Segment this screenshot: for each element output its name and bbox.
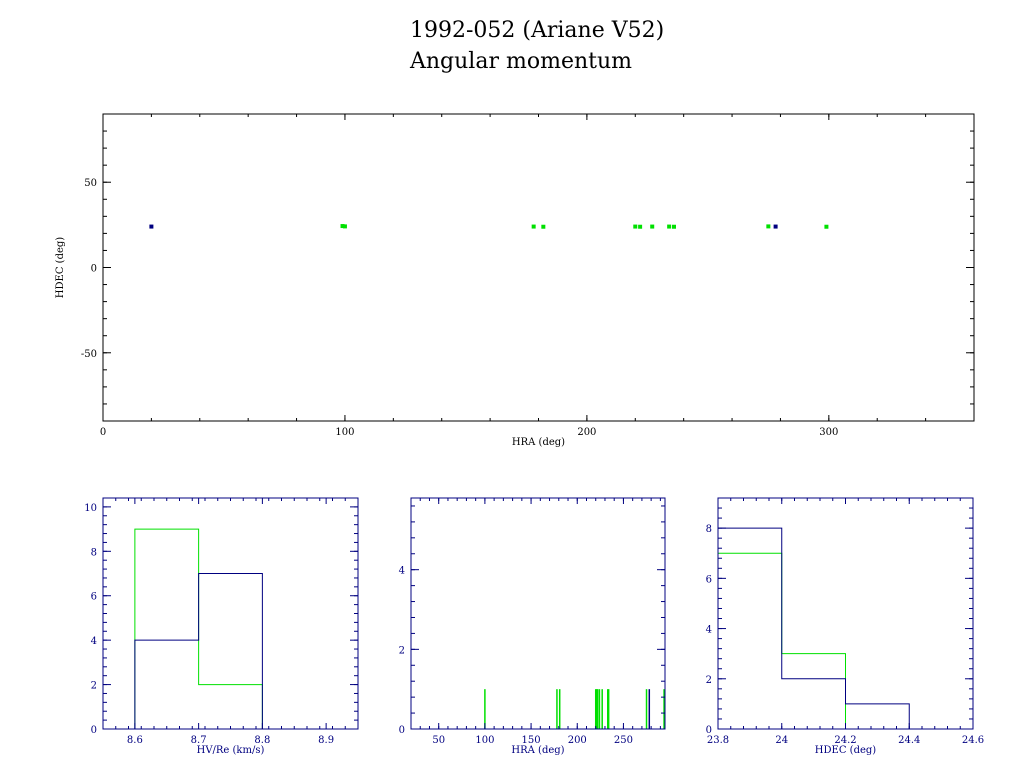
y-tick-label: 8 bbox=[91, 547, 97, 558]
histogram-hra: 50 100 150 200 250 0 2 4 HRA (deg) bbox=[399, 497, 666, 756]
y-tick-label: 6 bbox=[706, 574, 712, 585]
y-tick-label: -50 bbox=[81, 349, 97, 360]
data-point bbox=[633, 224, 638, 229]
x-tick-label: 250 bbox=[614, 735, 633, 746]
x-axis-title: HDEC (deg) bbox=[815, 745, 876, 756]
histogram-bars bbox=[717, 527, 910, 729]
x-axis-title: HRA (deg) bbox=[511, 745, 564, 756]
x-tick-label: 8.6 bbox=[127, 735, 143, 746]
x-tick-label: 0 bbox=[100, 427, 106, 438]
y-tick-label: 0 bbox=[706, 725, 712, 736]
chart-title-line1: 1992-052 (Ariane V52) bbox=[410, 18, 664, 43]
y-tick-label: 4 bbox=[399, 566, 405, 577]
data-point bbox=[531, 224, 536, 229]
x-tick-label: 200 bbox=[577, 427, 596, 438]
histogram-hv: 8.6 8.7 8.8 8.9 0 2 4 6 8 10 HV/Re (km/s) bbox=[84, 497, 359, 756]
x-tick-label: 23.8 bbox=[707, 735, 729, 746]
plot-frame bbox=[102, 113, 975, 422]
x-axis-title: HRA (deg) bbox=[512, 437, 565, 448]
x-tick-label: 8.7 bbox=[191, 735, 207, 746]
y-tick-label: 8 bbox=[706, 524, 712, 535]
data-point bbox=[541, 224, 546, 229]
x-tick-label: 24.2 bbox=[834, 735, 856, 746]
y-tick-label: 0 bbox=[91, 725, 97, 736]
x-tick-label: 8.8 bbox=[254, 735, 270, 746]
chart-title-line2: Angular momentum bbox=[409, 49, 632, 74]
histogram-bars bbox=[134, 573, 263, 729]
x-tick-label: 24.6 bbox=[962, 735, 984, 746]
y-tick-label: 2 bbox=[399, 645, 405, 656]
x-tick-label: 8.9 bbox=[318, 735, 334, 746]
y-tick-label: 6 bbox=[91, 592, 97, 603]
data-point bbox=[650, 224, 655, 229]
y-tick-label: 50 bbox=[84, 178, 97, 189]
y-tick-label: 4 bbox=[706, 625, 712, 636]
scatter-plot: 0 100 200 300 -50 0 50 HRA (deg) HDEC (deg) bbox=[55, 113, 975, 448]
x-tick-label: 300 bbox=[819, 427, 838, 438]
y-tick-label: 4 bbox=[91, 636, 97, 647]
x-tick-label: 50 bbox=[432, 735, 445, 746]
y-tick-label: 10 bbox=[84, 503, 97, 514]
data-point bbox=[766, 224, 771, 229]
data-point bbox=[671, 224, 676, 229]
plot-frame bbox=[102, 497, 359, 730]
data-point bbox=[638, 224, 643, 229]
data-point bbox=[667, 224, 672, 229]
x-tick-label: 150 bbox=[522, 735, 541, 746]
data-point bbox=[149, 224, 154, 229]
y-tick-label: 0 bbox=[399, 725, 405, 736]
x-tick-label: 100 bbox=[335, 427, 354, 438]
y-axis-title: HDEC (deg) bbox=[55, 237, 66, 298]
plot-frame bbox=[410, 497, 666, 730]
y-tick-label: 0 bbox=[91, 264, 97, 275]
x-tick-label: 200 bbox=[568, 735, 587, 746]
x-tick-label: 24.4 bbox=[898, 735, 920, 746]
x-axis-title: HV/Re (km/s) bbox=[197, 745, 265, 756]
y-tick-label: 2 bbox=[706, 675, 712, 686]
data-point bbox=[773, 224, 778, 229]
data-point bbox=[340, 224, 345, 229]
data-point bbox=[342, 224, 347, 229]
y-tick-label: 2 bbox=[91, 681, 97, 692]
x-tick-label: 24 bbox=[775, 735, 788, 746]
data-point bbox=[824, 224, 829, 229]
x-tick-label: 100 bbox=[475, 735, 494, 746]
